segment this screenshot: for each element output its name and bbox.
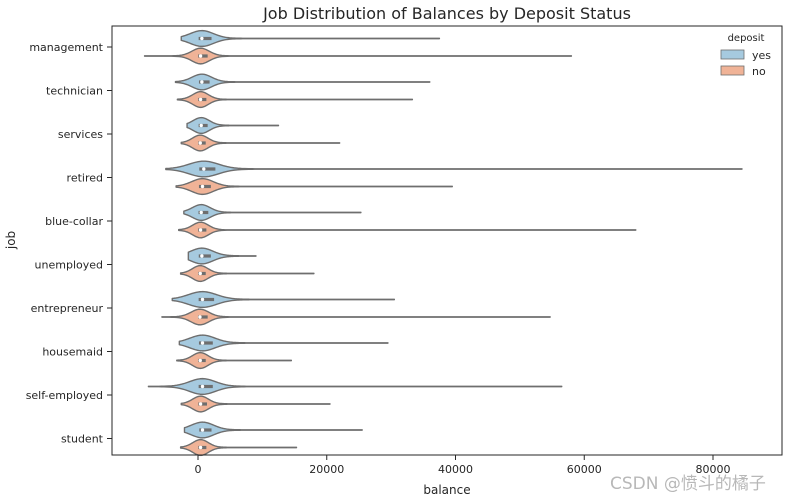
y-axis-label: job — [4, 231, 18, 250]
y-tick-label: blue-collar — [45, 215, 103, 228]
violin-no-self-employed — [180, 395, 331, 413]
y-tick-label: technician — [46, 85, 103, 98]
y-tick-label: services — [58, 128, 103, 141]
violin-no-unemployed — [179, 264, 315, 283]
violin-yes-management — [180, 29, 441, 48]
legend-title: deposit — [728, 33, 765, 44]
y-tick-label: retired — [67, 172, 103, 185]
violin-no-technician — [176, 90, 414, 109]
median-marker — [198, 228, 203, 232]
violin-layer — [143, 29, 743, 457]
legend-swatch-yes — [720, 49, 745, 60]
violin-yes-blue-collar — [183, 203, 362, 222]
median-marker — [198, 445, 203, 450]
violin-no-retired — [175, 177, 453, 196]
violin-no-entrepreneur — [161, 308, 551, 326]
violin-no-housemaid — [176, 351, 293, 370]
x-tick-label: 60000 — [567, 463, 602, 476]
violin-yes-unemployed — [187, 247, 257, 265]
legend-swatch-no — [720, 65, 745, 76]
violin-no-student — [179, 438, 298, 457]
x-axis-label: balance — [423, 483, 470, 497]
violin-yes-entrepreneur — [171, 290, 396, 309]
x-tick-label: 20000 — [309, 463, 344, 476]
median-marker — [198, 141, 202, 145]
violin-yes-retired — [165, 160, 743, 178]
median-marker — [198, 54, 203, 58]
y-tick-label: student — [61, 433, 104, 446]
chart-title: Job Distribution of Balances by Deposit … — [262, 4, 631, 23]
median-marker — [199, 123, 203, 128]
median-marker — [198, 271, 202, 276]
plot-frame — [111, 25, 783, 456]
median-marker — [198, 358, 202, 363]
x-axis: 0 20000 40000 60000 80000 — [195, 455, 731, 476]
y-tick-label: unemployed — [35, 259, 103, 272]
legend-label-no: no — [752, 65, 766, 78]
violin-yes-housemaid — [178, 334, 389, 352]
median-marker — [200, 184, 205, 189]
watermark: CSDN @愤斗的橘子 — [610, 474, 766, 494]
median-marker — [200, 341, 205, 345]
y-tick-label: management — [29, 41, 103, 54]
median-marker — [198, 402, 203, 406]
violin-yes-technician — [174, 73, 431, 91]
median-marker — [199, 210, 203, 215]
median-marker — [200, 80, 204, 84]
y-axis: management technician services retired blue-… — [26, 41, 112, 446]
legend-label-yes: yes — [752, 49, 771, 62]
median-marker — [200, 254, 204, 258]
violin-yes-services — [186, 116, 280, 135]
median-marker — [200, 384, 205, 389]
median-marker — [200, 428, 205, 432]
median-marker — [202, 167, 206, 171]
median-marker — [200, 36, 204, 41]
y-tick-label: housemaid — [42, 346, 103, 359]
violin-no-blue-collar — [177, 221, 637, 239]
violin-no-services — [180, 134, 341, 152]
x-tick-label: 40000 — [438, 463, 473, 476]
legend: deposit yes no — [720, 33, 771, 78]
y-tick-label: entrepreneur — [31, 302, 104, 315]
median-marker — [198, 97, 203, 102]
violin-no-management — [143, 47, 573, 65]
violin-yes-self-employed — [147, 377, 563, 396]
x-tick-label: 0 — [195, 463, 202, 476]
x-tick-label: 80000 — [696, 463, 731, 476]
median-marker — [200, 297, 205, 302]
median-marker — [198, 315, 202, 319]
violin-yes-student — [183, 421, 363, 439]
y-tick-label: self-employed — [26, 389, 103, 402]
